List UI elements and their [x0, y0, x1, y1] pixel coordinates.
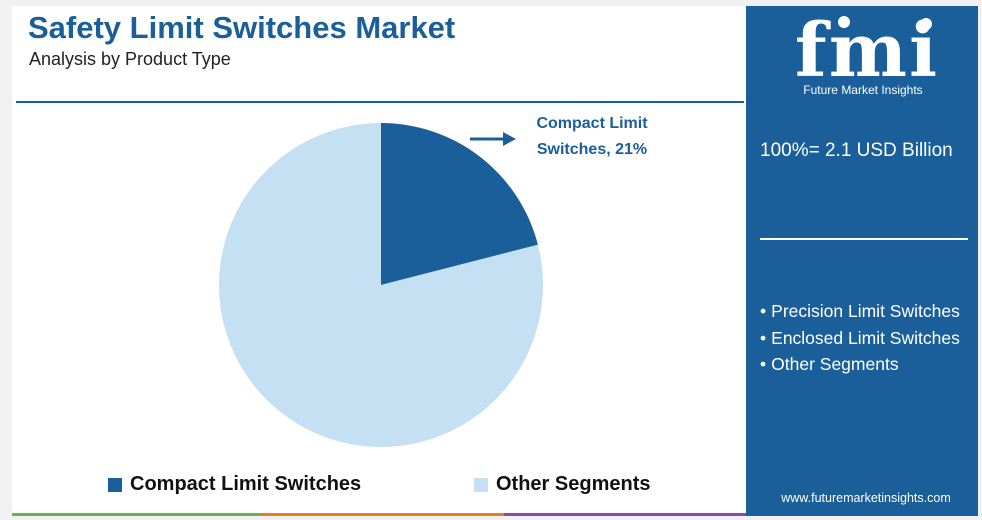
legend-label-compact: Compact Limit Switches	[130, 473, 362, 495]
footer-stripe-green	[12, 513, 260, 516]
data-label-arrow	[470, 132, 516, 146]
logo-figure-icon	[920, 18, 932, 30]
footer-stripe-orange	[260, 513, 504, 516]
logo-subtitle: Future Market Insights	[803, 83, 923, 97]
chart-title: Safety Limit Switches Market	[28, 10, 456, 45]
bullet-icon: •	[760, 327, 767, 348]
legend-item-other: Other Segments	[474, 473, 650, 496]
market-total: 100%= 2.1 USD Billion	[760, 140, 953, 161]
footer-stripe-purple	[504, 513, 746, 516]
logo-text: fmi	[795, 10, 939, 94]
segment-text: Enclosed Limit Switches	[771, 327, 960, 348]
data-label-line-2: Switches, 21%	[537, 141, 647, 158]
bullet-icon: •	[760, 301, 767, 321]
pie-chart: Compact Limit Switches, 21%	[218, 115, 648, 447]
legend-swatch-compact	[108, 477, 122, 492]
segment-item: • Other Segments	[760, 351, 970, 378]
legend-item-compact: Compact Limit Switches	[108, 473, 361, 496]
segment-item: • Precision Limit Switches	[760, 298, 970, 325]
pie-slice-other-segments	[218, 122, 543, 447]
legend: Compact Limit Switches Other Segments	[108, 473, 728, 501]
segment-list: • Precision Limit Switches • Enclosed Limi…	[760, 298, 970, 378]
legend-label-other: Other Segments	[496, 473, 651, 495]
logo-dot-icon	[838, 16, 850, 28]
bullet-icon: •	[760, 354, 767, 374]
website-link[interactable]: www.futuremarketinsights.com	[781, 491, 951, 505]
sidebar-divider	[760, 238, 968, 240]
legend-swatch-other	[474, 477, 488, 492]
data-label-line-1: Compact Limit	[536, 115, 648, 132]
chart-subtitle: Analysis by Product Type	[29, 49, 231, 69]
pie-slice-compact-limit-switches	[381, 123, 538, 285]
fmi-logo: fmi	[795, 10, 939, 94]
pie-slices	[218, 122, 543, 447]
segment-item: • Enclosed Limit Switches	[760, 325, 970, 352]
info-sidebar: fmi Future Market Insights 100%= 2.1 USD…	[746, 6, 978, 516]
report-card: Safety Limit Switches Market Analysis by…	[12, 6, 978, 516]
segment-text: Other Segments	[771, 354, 899, 374]
segment-text: Precision Limit Switches	[771, 301, 960, 321]
header-divider	[16, 101, 744, 103]
